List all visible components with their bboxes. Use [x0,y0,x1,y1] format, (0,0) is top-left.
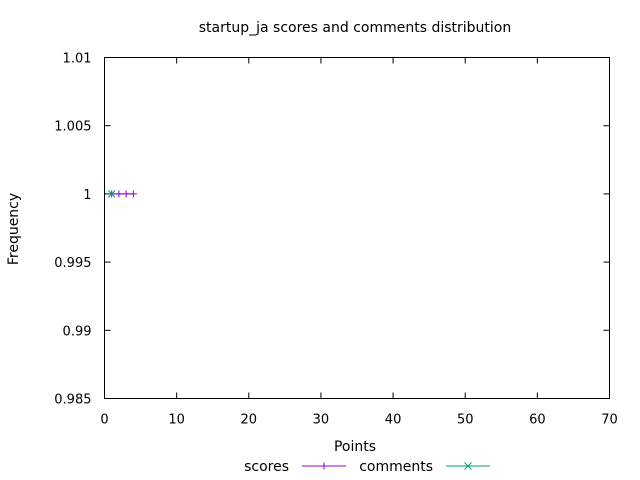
series-layer [107,190,137,198]
x-tick-label: 50 [457,413,474,428]
plot-border [104,57,610,399]
y-axis-ticks: 0.985 0.99 0.995 1 1.005 1.01 [54,52,610,408]
x-tick-label: 60 [529,413,546,428]
x-axis-title: Points [334,439,376,455]
y-tick-label: 0.99 [63,324,92,339]
legend-label-comments: comments [359,459,433,475]
legend-label-scores: scores [244,459,289,475]
legend: scores comments [244,459,490,475]
series-scores [108,190,137,198]
x-tick-label: 30 [313,413,330,428]
x-tick-label: 10 [168,413,185,428]
series-comments [107,190,116,198]
y-tick-label: 0.985 [54,393,91,408]
data-point-comments-d2 [107,190,116,198]
y-tick-label: 0.995 [54,256,91,271]
y-axis-title: Frequency [6,193,22,265]
x-tick-label: 0 [100,413,108,428]
x-tick-label: 70 [601,413,618,428]
y-tick-label: 1.005 [54,120,91,135]
x-tick-label: 20 [241,413,258,428]
x-axis-ticks: 0 10 20 30 40 50 60 70 [100,57,618,428]
y-tick-label: 1 [83,188,91,203]
x-tick-label: 40 [385,413,402,428]
chart-title: startup_ja scores and comments distribut… [199,20,511,36]
y-tick-label: 1.01 [63,52,92,67]
legend-marker-comments-d2 [464,462,472,470]
